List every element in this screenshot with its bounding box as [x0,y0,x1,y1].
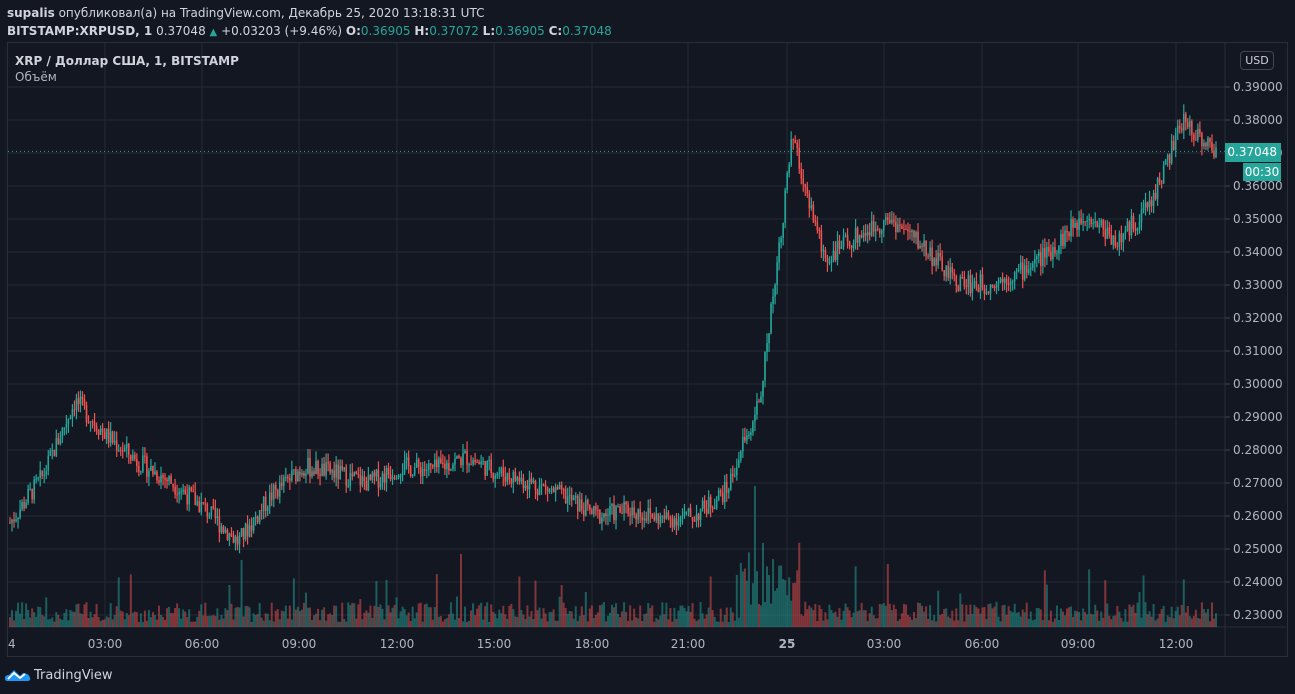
chart-frame[interactable] [7,42,1288,657]
open-label: O: [345,24,361,38]
price-tick: 0.26000 [1233,509,1283,523]
time-tick: 18:00 [575,637,610,651]
price-tick: 0.25000 [1233,542,1283,556]
price-tick: 0.29000 [1233,410,1283,424]
time-tick: 09:00 [1061,637,1096,651]
price-tick: 0.23000 [1233,608,1283,622]
open-value: 0.36905 [360,24,411,38]
time-tick: 12:00 [380,637,415,651]
tradingview-cloud-icon [5,670,31,681]
time-tick: 03:00 [867,637,902,651]
symbol-label: BITSTAMP:XRPUSD, 1 [7,24,153,38]
candles [9,104,1217,554]
chart-legend: XRP / Доллар США, 1, BITSTAMP Объём [15,53,239,85]
price-tick: 0.31000 [1233,344,1283,358]
currency-button[interactable]: USD [1240,51,1274,70]
series-title[interactable]: XRP / Доллар США, 1, BITSTAMP [15,54,239,68]
price-tick: 0.24000 [1233,575,1283,589]
low-label: L: [482,24,496,38]
close-value: 0.37048 [562,24,612,38]
low-value: 0.36905 [495,24,545,38]
time-tick: 06:00 [965,637,1000,651]
price-tick: 0.38000 [1233,113,1283,127]
time-tick: 4 [8,637,16,651]
price-tick: 0.28000 [1233,443,1283,457]
time-tick: 21:00 [671,637,706,651]
ohlc-line: BITSTAMP:XRPUSD, 1 0.37048 ▲ +0.03203 (+… [7,22,612,42]
close-label: C: [548,24,563,38]
price-tick: 0.39000 [1233,80,1283,94]
high-value: 0.37072 [429,24,479,38]
time-tick: 03:00 [88,637,123,651]
publish-info: опубликовал(а) на TradingView.com, Декаб… [58,6,485,20]
last-price-label: 0.37048 [1225,143,1281,162]
price-tick: 0.36000 [1233,179,1283,193]
time-tick: 25 [779,637,796,651]
last-price: 0.37048 [156,24,206,38]
tradingview-logo[interactable]: TradingView [5,667,113,683]
price-tick: 0.32000 [1233,311,1283,325]
time-tick: 12:00 [1159,637,1194,651]
time-tick: 15:00 [477,637,512,651]
price-tick: 0.35000 [1233,212,1283,226]
author-name[interactable]: supalis [7,6,55,20]
time-tick: 09:00 [282,637,317,651]
volume-bars [9,485,1217,627]
high-label: H: [414,24,430,38]
price-tick: 0.33000 [1233,278,1283,292]
volume-label[interactable]: Объём [15,70,57,84]
price-tick: 0.27000 [1233,476,1283,490]
brand-name: TradingView [34,667,113,683]
up-arrow-icon: ▲ [209,27,218,38]
price-change: +0.03203 (+9.46%) [221,24,343,38]
publish-header: supalis опубликовал(а) на TradingView.co… [7,4,612,42]
price-tick: 0.30000 [1233,377,1283,391]
price-tick: 0.34000 [1233,245,1283,259]
time-tick: 06:00 [185,637,220,651]
bar-countdown: 00:30 [1243,163,1281,181]
